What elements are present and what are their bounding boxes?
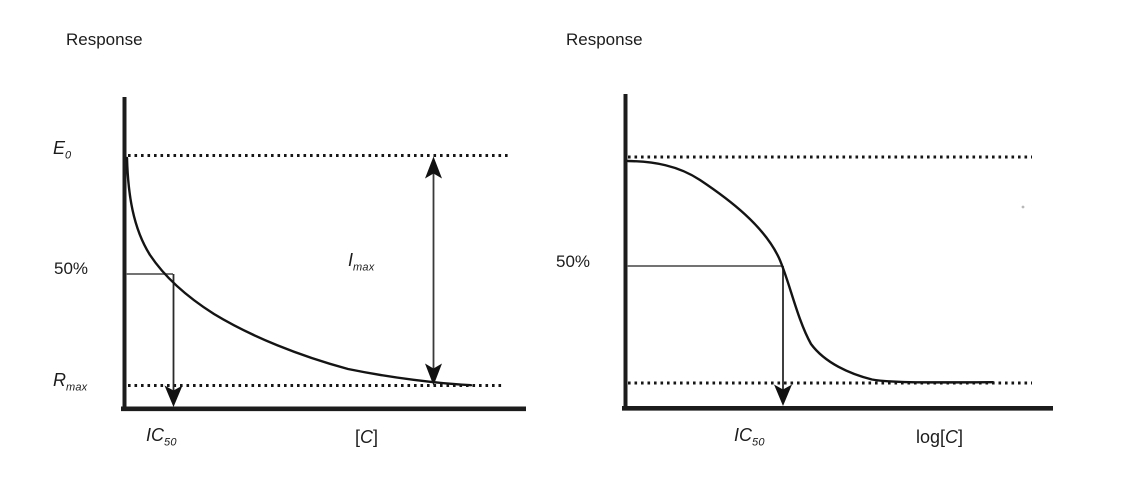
e0-label-sub: 0 xyxy=(65,149,72,162)
left-conc-label-open-bracket: [ xyxy=(355,427,361,447)
left-panel-title: Response xyxy=(66,30,143,49)
e0-label-base: E xyxy=(53,138,66,158)
left-fifty-percent-label: 50% xyxy=(54,259,89,278)
right-ic50-label-sub: 50 xyxy=(752,436,765,449)
right-response-curve xyxy=(626,159,995,384)
scan-speckle xyxy=(1021,205,1025,209)
right-ic50-label-base: IC xyxy=(734,425,752,445)
right-ic50-arrowhead-icon xyxy=(774,384,792,406)
imax-arrowhead-bottom-icon xyxy=(425,363,442,386)
e0-label: E0 xyxy=(53,139,71,162)
rmax-label-sub: max xyxy=(66,381,88,394)
right-conc-label-close-bracket: ] xyxy=(958,427,964,447)
rmax-label-base: R xyxy=(53,370,66,390)
left-ic50-axis-label: IC50 xyxy=(146,426,177,449)
left-ic50-arrowhead-icon xyxy=(164,385,183,407)
right-fifty-percent-label: 50% xyxy=(556,252,591,271)
right-conc-label-log-open-bracket: log[ xyxy=(916,427,946,447)
left-conc-label-variable: C xyxy=(360,427,374,447)
left-concentration-axis-label: [C] xyxy=(355,428,378,446)
left-response-curve xyxy=(125,156,473,387)
right-panel-title: Response xyxy=(566,30,643,49)
imax-arrowhead-top-icon xyxy=(425,156,442,179)
left-ic50-label-base: IC xyxy=(146,425,164,445)
rmax-label: Rmax xyxy=(53,371,87,394)
imax-label-sub: max xyxy=(353,261,375,274)
imax-label: Imax xyxy=(348,251,374,274)
left-conc-label-close-bracket: ] xyxy=(373,427,379,447)
imax-label-base: I xyxy=(348,250,354,270)
right-log-concentration-axis-label: log[C] xyxy=(916,428,963,446)
right-conc-label-variable: C xyxy=(945,427,959,447)
right-ic50-axis-label: IC50 xyxy=(734,426,765,449)
left-ic50-label-sub: 50 xyxy=(164,436,177,449)
